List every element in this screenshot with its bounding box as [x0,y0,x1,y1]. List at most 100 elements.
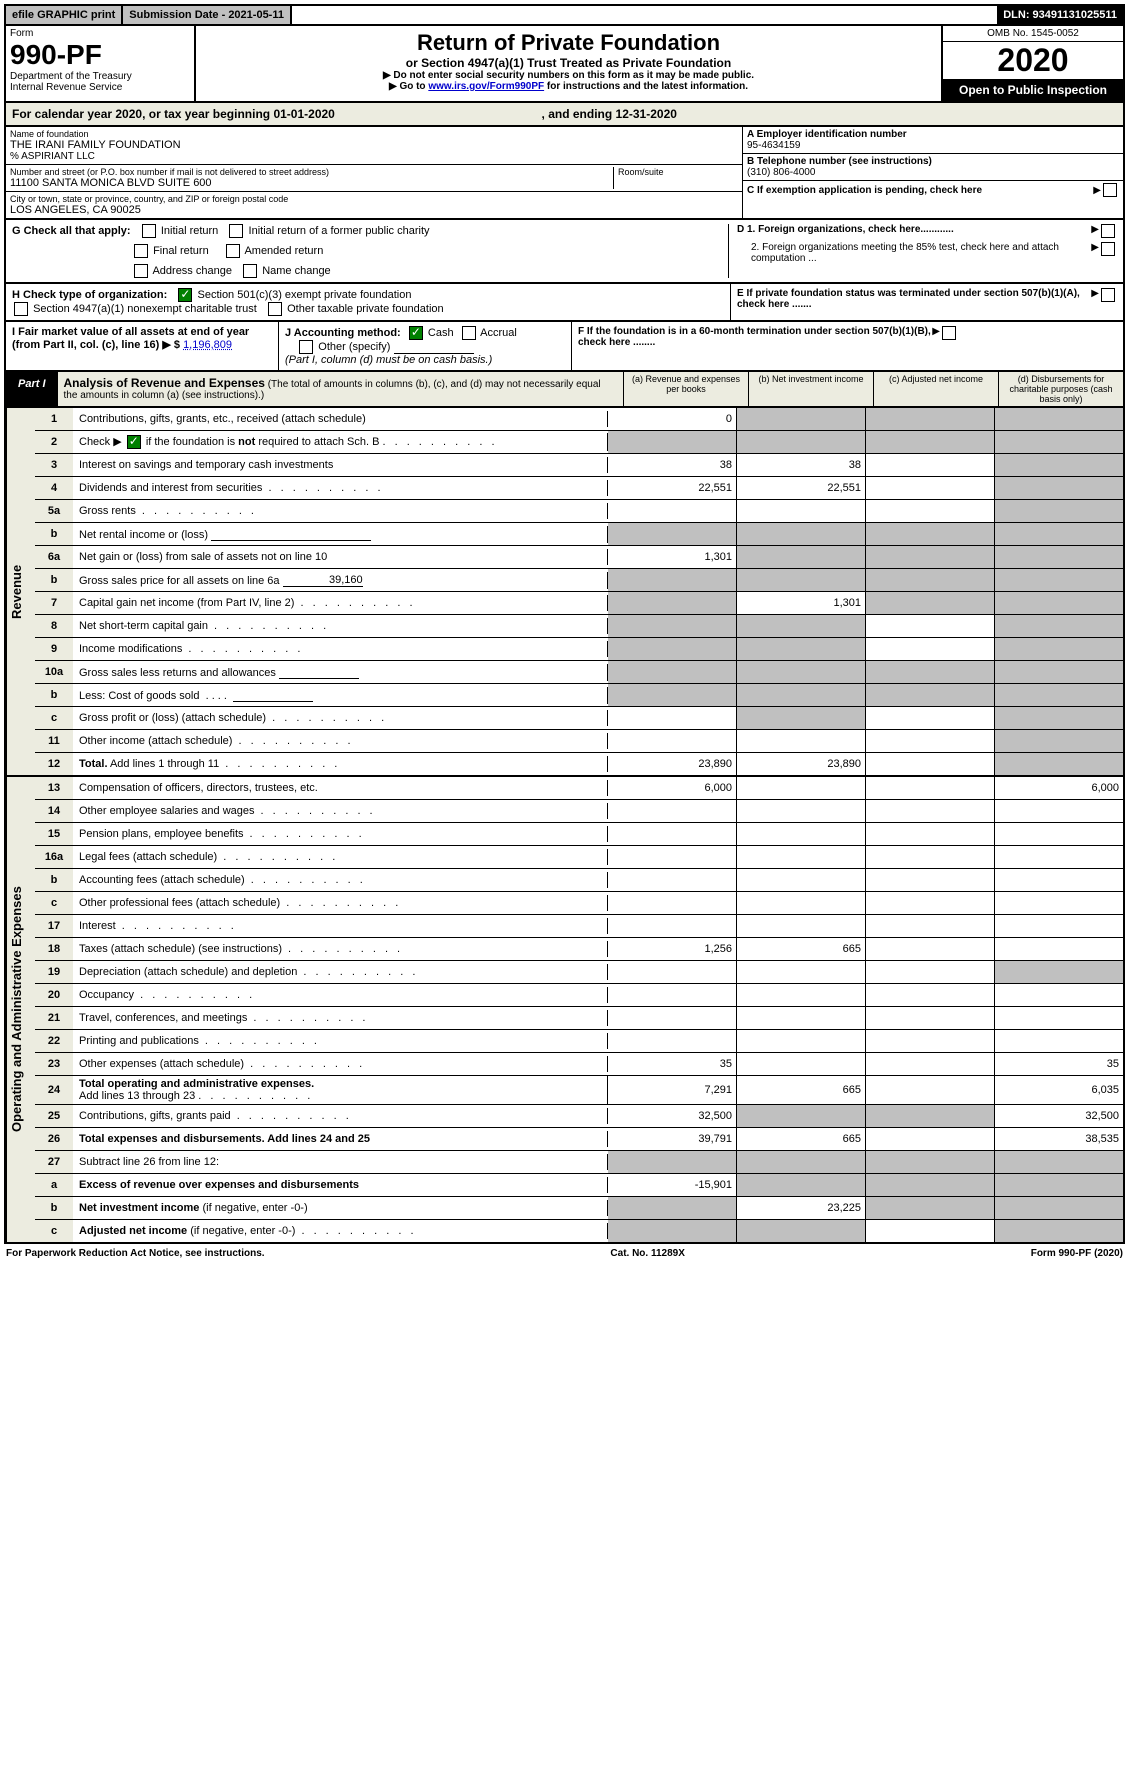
val-c [866,800,995,822]
rlabel: Gross profit or (loss) (attach schedule) [73,710,608,726]
g-opt-1: Initial return of a former public charit… [249,225,430,237]
footer-left: For Paperwork Reduction Act Notice, see … [6,1248,265,1259]
row-16a: 16a Legal fees (attach schedule) [35,846,1123,869]
rnum: 12 [35,753,73,775]
rlabel: Net rental income or (loss) [73,526,608,543]
val-b [737,915,866,937]
val-a [608,984,737,1006]
val-a-shaded [608,592,737,614]
val-b [737,961,866,983]
val-a: 0 [608,408,737,430]
header-right: OMB No. 1545-0052 2020 Open to Public In… [941,26,1123,101]
rlabel: Legal fees (attach schedule) [73,849,608,865]
h-other: Other taxable private foundation [287,303,444,315]
d1-checkbox[interactable] [1101,224,1115,238]
val-c [866,1053,995,1075]
col-b-head: (b) Net investment income [749,372,874,406]
val-c [866,477,995,499]
row-16b: b Accounting fees (attach schedule) [35,869,1123,892]
rnum: 17 [35,915,73,937]
val-c [866,961,995,983]
rnum: 2 [35,431,73,453]
row-1: 1 Contributions, gifts, grants, etc., re… [35,408,1123,431]
val-d [995,938,1123,960]
i-fmv-value[interactable]: 1,196,809 [183,339,232,351]
rlabel: Adjusted net income (if negative, enter … [73,1223,608,1239]
val-d [995,892,1123,914]
rlabel: Occupancy [73,987,608,1003]
val-a [608,892,737,914]
irs-label: Internal Revenue Service [10,82,190,93]
irs-link[interactable]: www.irs.gov/Form990PF [428,81,544,92]
row-3: 3 Interest on savings and temporary cash… [35,454,1123,477]
open-to-public: Open to Public Inspection [943,79,1123,101]
val-a: 38 [608,454,737,476]
footer-right: Form 990-PF (2020) [1031,1248,1123,1259]
val-c-shaded [866,546,995,568]
val-b-shaded [737,661,866,683]
amended-return-checkbox[interactable] [226,244,240,258]
val-b-shaded [737,1151,866,1173]
f-checkbox[interactable] [942,326,956,340]
val-d-shaded [995,454,1123,476]
rnum: c [35,892,73,914]
cal-begin: 01-01-2020 [273,107,334,121]
other-taxable-checkbox[interactable] [268,302,282,316]
info-left: Name of foundation THE IRANI FAMILY FOUN… [6,127,743,218]
val-a-shaded [608,431,737,453]
rnum: b [35,1197,73,1219]
cash-checkbox[interactable] [409,326,423,340]
arrow-icon: ▶ [1091,242,1099,264]
footer: For Paperwork Reduction Act Notice, see … [4,1244,1125,1263]
blank-line [211,528,371,541]
name-change-checkbox[interactable] [243,264,257,278]
row-10b: b Less: Cost of goods sold . . . . [35,684,1123,707]
accrual-checkbox[interactable] [462,326,476,340]
501c3-checkbox[interactable] [178,288,192,302]
val-d-shaded [995,500,1123,522]
rnum: c [35,1220,73,1242]
sch-b-checkbox[interactable] [127,435,141,449]
val-d-shaded [995,638,1123,660]
expenses-side-label: Operating and Administrative Expenses [6,777,35,1242]
initial-return-checkbox[interactable] [142,224,156,238]
rnum: b [35,869,73,891]
val-b: 1,301 [737,592,866,614]
rnum: a [35,1174,73,1196]
form-number: 990-PF [10,39,190,71]
rnum: 9 [35,638,73,660]
rnum: b [35,523,73,545]
c-checkbox[interactable] [1103,183,1117,197]
val-d-shaded [995,1174,1123,1196]
val-c-shaded [866,661,995,683]
e-section: E If private foundation status was termi… [731,284,1123,320]
val-c [866,500,995,522]
4947-checkbox[interactable] [14,302,28,316]
rlabel: Interest [73,918,608,934]
d2-checkbox[interactable] [1101,242,1115,256]
col-c-head: (c) Adjusted net income [874,372,999,406]
arrow-icon: ▶ [1091,288,1099,316]
rnum: 1 [35,408,73,430]
other-method-checkbox[interactable] [299,340,313,354]
val-d-shaded [995,1197,1123,1219]
val-d [995,823,1123,845]
final-return-checkbox[interactable] [134,244,148,258]
address-change-checkbox[interactable] [134,264,148,278]
val-c-shaded [866,1197,995,1219]
rlabel: Excess of revenue over expenses and disb… [73,1177,608,1193]
rnum: b [35,684,73,706]
g-checkboxes-block: G Check all that apply: Initial return I… [4,220,1125,284]
revenue-side-label: Revenue [6,408,35,775]
val-d-shaded [995,730,1123,752]
rlabel: Net short-term capital gain [73,618,608,634]
val-c-shaded [866,1151,995,1173]
street-address: 11100 SANTA MONICA BLVD SUITE 600 [10,177,613,189]
row-23: 23 Other expenses (attach schedule) 35 3… [35,1053,1123,1076]
val-d: 6,000 [995,777,1123,799]
val-d: 6,035 [995,1076,1123,1104]
omb-number: OMB No. 1545-0052 [943,26,1123,42]
val-c-shaded [866,408,995,430]
initial-return-charity-checkbox[interactable] [229,224,243,238]
e-checkbox[interactable] [1101,288,1115,302]
